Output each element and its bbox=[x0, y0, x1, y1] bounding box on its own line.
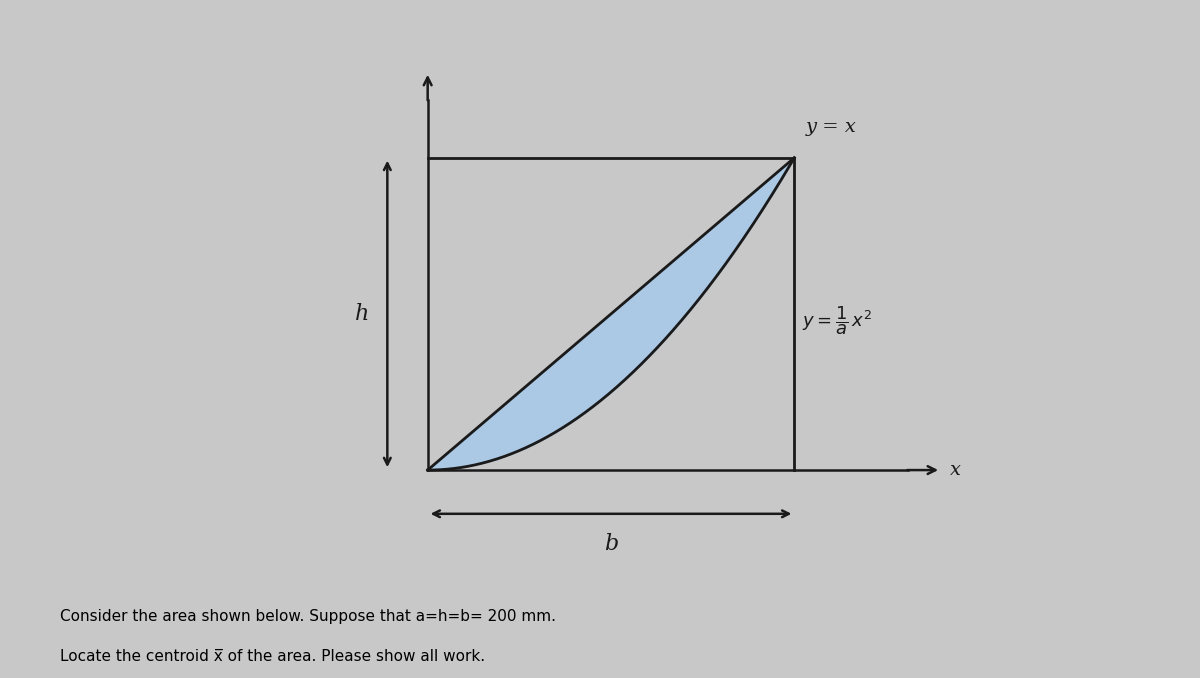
Text: $y = \dfrac{1}{a}\,x^2$: $y = \dfrac{1}{a}\,x^2$ bbox=[802, 304, 871, 336]
Text: b: b bbox=[604, 532, 618, 555]
Text: Consider the area shown below. Suppose that a=h=b= 200 mm.: Consider the area shown below. Suppose t… bbox=[60, 609, 556, 624]
Text: Locate the centroid x̅ of the area. Please show all work.: Locate the centroid x̅ of the area. Plea… bbox=[60, 650, 485, 664]
Text: x: x bbox=[950, 461, 961, 479]
Text: h: h bbox=[354, 303, 368, 325]
Text: y = x: y = x bbox=[805, 118, 857, 136]
